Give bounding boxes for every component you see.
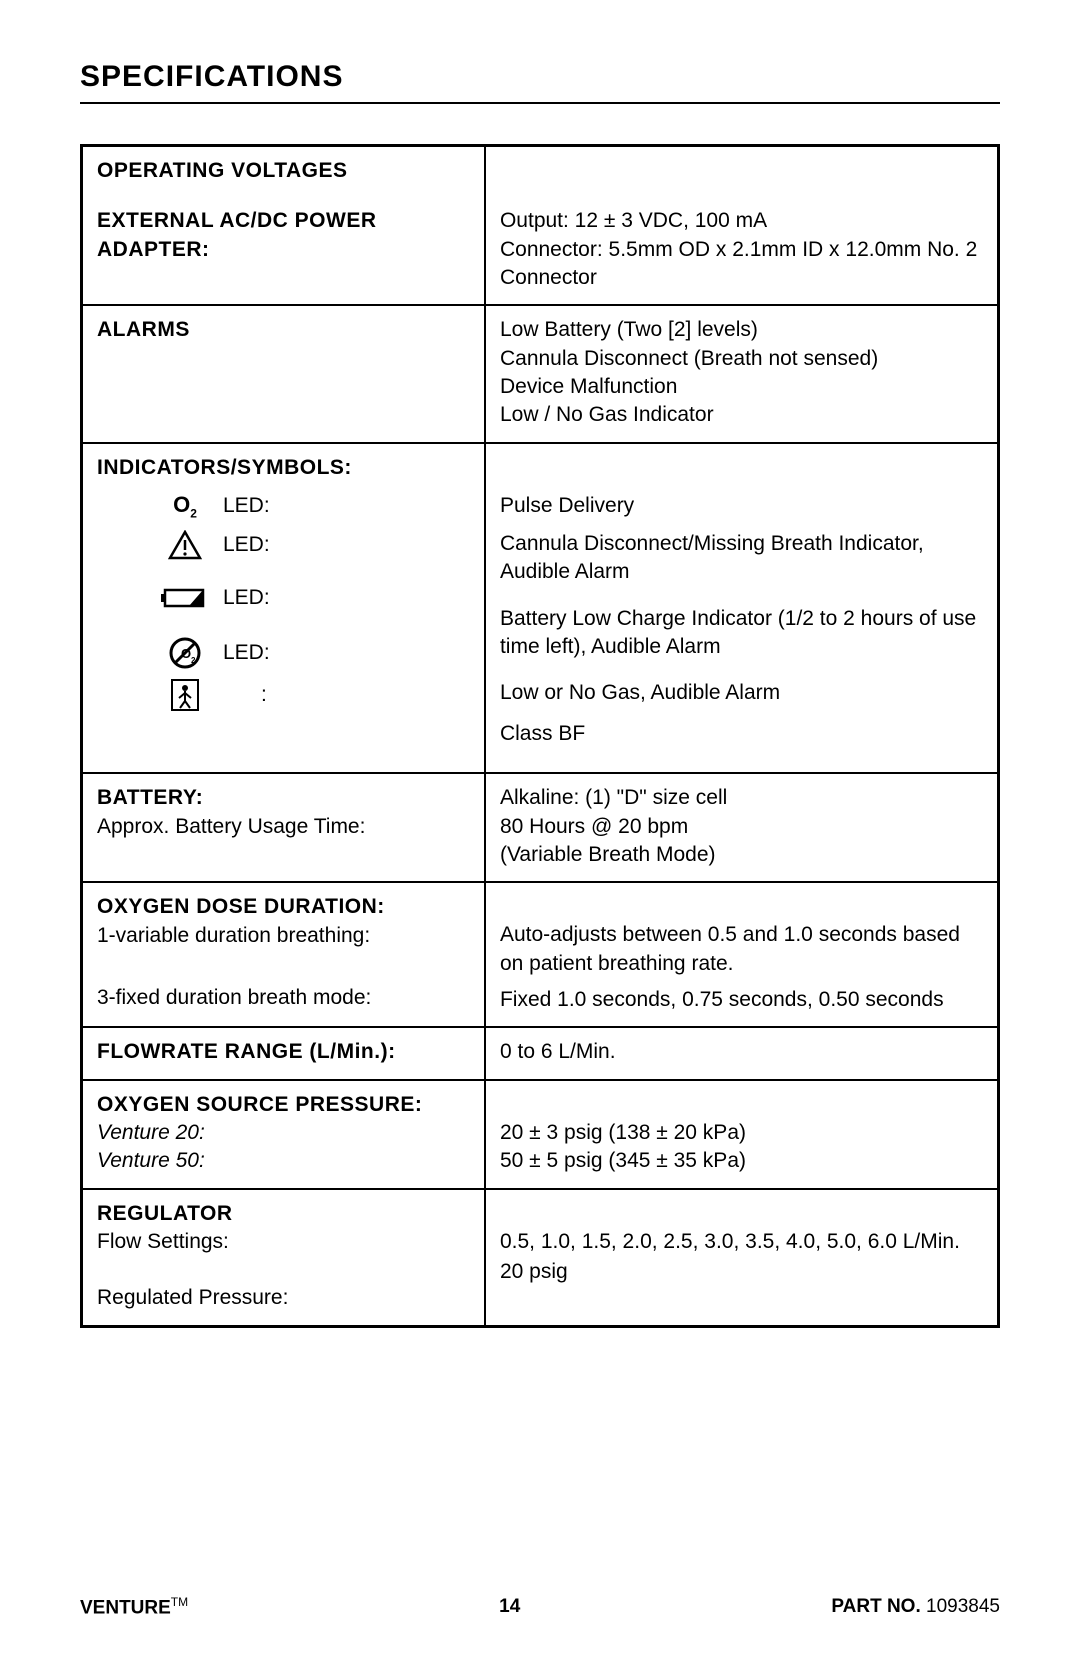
flowrate-value: 0 to 6 L/Min. xyxy=(500,1040,616,1063)
pressure-sub1: Venture 20: xyxy=(97,1121,205,1144)
no-gas-icon: O 2 xyxy=(157,636,213,670)
cell-alarms-val: Low Battery (Two [2] levels) Cannula Dis… xyxy=(485,305,999,442)
alarms-value: Low Battery (Two [2] levels) Cannula Dis… xyxy=(500,318,878,426)
cell-battery-val: Alkaline: (1) "D" size cell 80 Hours @ 2… xyxy=(485,773,999,882)
indicator-row-warning: LED: xyxy=(97,530,470,560)
cell-dose-hd: OXYGEN DOSE DURATION: 1-variable duratio… xyxy=(82,882,485,1027)
cell-battery-hd: BATTERY: Approx. Battery Usage Time: xyxy=(82,773,485,882)
regulator-sub1: Flow Settings: xyxy=(97,1230,229,1253)
alarms-heading: ALARMS xyxy=(97,318,190,341)
indicator-row-bf: : xyxy=(97,678,470,712)
page-title: SPECIFICATIONS xyxy=(80,60,1000,104)
cell-reg-val: 0.5, 1.0, 1.5, 2.0, 2.5, 3.0, 3.5, 4.0, … xyxy=(485,1189,999,1327)
table-row: OPERATING VOLTAGES xyxy=(82,146,999,198)
operating-voltages-heading: OPERATING VOLTAGES xyxy=(97,159,348,182)
dose-sub1: 1-variable duration breathing: xyxy=(97,924,370,947)
table-row: REGULATOR Flow Settings: Regulated Press… xyxy=(82,1189,999,1327)
indicator-led-label: LED: xyxy=(223,639,270,667)
page-number: 14 xyxy=(499,1596,520,1618)
table-row: OXYGEN SOURCE PRESSURE: Venture 20: Vent… xyxy=(82,1080,999,1189)
indicator-led-label: LED: xyxy=(223,584,270,612)
cell-press-val: 20 ± 3 psig (138 ± 20 kPa) 50 ± 5 psig (… xyxy=(485,1080,999,1189)
cell-reg-hd: REGULATOR Flow Settings: Regulated Press… xyxy=(82,1189,485,1327)
brand-name: VENTURE xyxy=(80,1597,171,1618)
cell-dose-val: Auto-adjusts between 0.5 and 1.0 seconds… xyxy=(485,882,999,1027)
indicator-led-label: LED: xyxy=(223,492,270,520)
partno-value: 1093845 xyxy=(926,1596,1000,1617)
page: SPECIFICATIONS OPERATING VOLTAGES EXTERN… xyxy=(0,0,1080,1669)
dose-value2: Fixed 1.0 seconds, 0.75 seconds, 0.50 se… xyxy=(500,986,983,1014)
dose-value1: Auto-adjusts between 0.5 and 1.0 seconds… xyxy=(500,921,983,978)
indicator-row-battery: LED: xyxy=(97,584,470,612)
indicator-warning-value: Cannula Disconnect/Missing Breath Indica… xyxy=(500,530,983,587)
table-row: EXTERNAL AC/DC POWER ADAPTER: Output: 12… xyxy=(82,197,999,305)
indicator-led-label: LED: xyxy=(223,531,270,559)
pressure-sub2: Venture 50: xyxy=(97,1149,205,1172)
footer: VENTURETM 14 PART NO. 1093845 xyxy=(80,1595,1000,1619)
partno-label: PART NO. xyxy=(831,1596,920,1617)
spec-table: OPERATING VOLTAGES EXTERNAL AC/DC POWER … xyxy=(80,144,1000,1328)
battery-value: Alkaline: (1) "D" size cell 80 Hours @ 2… xyxy=(500,786,727,866)
footer-brand: VENTURETM xyxy=(80,1595,188,1619)
pressure-heading: OXYGEN SOURCE PRESSURE: xyxy=(97,1093,422,1116)
indicator-bf-value: Class BF xyxy=(500,720,983,748)
indicator-row-nogas: O 2 LED: xyxy=(97,636,470,670)
o2-icon: O2 xyxy=(157,490,213,522)
o2-sub: 2 xyxy=(190,506,197,520)
warning-icon xyxy=(157,530,213,560)
dose-heading: OXYGEN DOSE DURATION: xyxy=(97,895,385,918)
indicator-o2-value: Pulse Delivery xyxy=(500,492,983,520)
regulator-value2: 20 psig xyxy=(500,1258,983,1286)
pressure-value1: 20 ± 3 psig (138 ± 20 kPa) xyxy=(500,1119,983,1147)
cell-adapter-hd: EXTERNAL AC/DC POWER ADAPTER: xyxy=(82,197,485,305)
adapter-value: Output: 12 ± 3 VDC, 100 mA Connector: 5.… xyxy=(500,209,977,289)
indicator-row-o2: O2 LED: xyxy=(97,490,470,522)
adapter-heading: EXTERNAL AC/DC POWER ADAPTER: xyxy=(97,209,377,260)
indicator-nogas-value: Low or No Gas, Audible Alarm xyxy=(500,679,983,707)
table-row: INDICATORS/SYMBOLS: O2 LED: xyxy=(82,443,999,773)
table-row: OXYGEN DOSE DURATION: 1-variable duratio… xyxy=(82,882,999,1027)
trademark: TM xyxy=(171,1595,188,1609)
svg-text:O: O xyxy=(181,646,191,661)
cell-indicators-val: Pulse Delivery Cannula Disconnect/Missin… xyxy=(485,443,999,773)
table-row: BATTERY: Approx. Battery Usage Time: Alk… xyxy=(82,773,999,882)
cell-opvolt-hd: OPERATING VOLTAGES xyxy=(82,146,485,198)
cell-alarms-hd: ALARMS xyxy=(82,305,485,442)
battery-low-icon xyxy=(157,587,213,609)
footer-partno: PART NO. 1093845 xyxy=(831,1596,1000,1618)
regulator-heading: REGULATOR xyxy=(97,1202,233,1225)
cell-flow-hd: FLOWRATE RANGE (L/Min.): xyxy=(82,1027,485,1079)
regulator-sub2: Regulated Pressure: xyxy=(97,1286,288,1309)
table-row: FLOWRATE RANGE (L/Min.): 0 to 6 L/Min. xyxy=(82,1027,999,1079)
o2-label: O xyxy=(173,492,190,517)
cell-adapter-val: Output: 12 ± 3 VDC, 100 mA Connector: 5.… xyxy=(485,197,999,305)
class-bf-icon xyxy=(157,678,213,712)
dose-sub2: 3-fixed duration breath mode: xyxy=(97,986,371,1009)
flowrate-heading: FLOWRATE RANGE (L/Min.): xyxy=(97,1040,396,1063)
pressure-value2: 50 ± 5 psig (345 ± 35 kPa) xyxy=(500,1147,983,1175)
regulator-value1: 0.5, 1.0, 1.5, 2.0, 2.5, 3.0, 3.5, 4.0, … xyxy=(500,1228,983,1256)
indicator-battery-value: Battery Low Charge Indicator (1/2 to 2 h… xyxy=(500,605,983,662)
indicator-bf-label: : xyxy=(261,681,267,709)
cell-indicators-hd: INDICATORS/SYMBOLS: O2 LED: xyxy=(82,443,485,773)
cell-press-hd: OXYGEN SOURCE PRESSURE: Venture 20: Vent… xyxy=(82,1080,485,1189)
battery-sub: Approx. Battery Usage Time: xyxy=(97,815,365,838)
indicators-heading: INDICATORS/SYMBOLS: xyxy=(97,456,352,479)
cell-opvolt-val xyxy=(485,146,999,198)
svg-text:2: 2 xyxy=(191,656,196,665)
cell-flow-val: 0 to 6 L/Min. xyxy=(485,1027,999,1079)
table-row: ALARMS Low Battery (Two [2] levels) Cann… xyxy=(82,305,999,442)
battery-heading: BATTERY: xyxy=(97,786,203,809)
